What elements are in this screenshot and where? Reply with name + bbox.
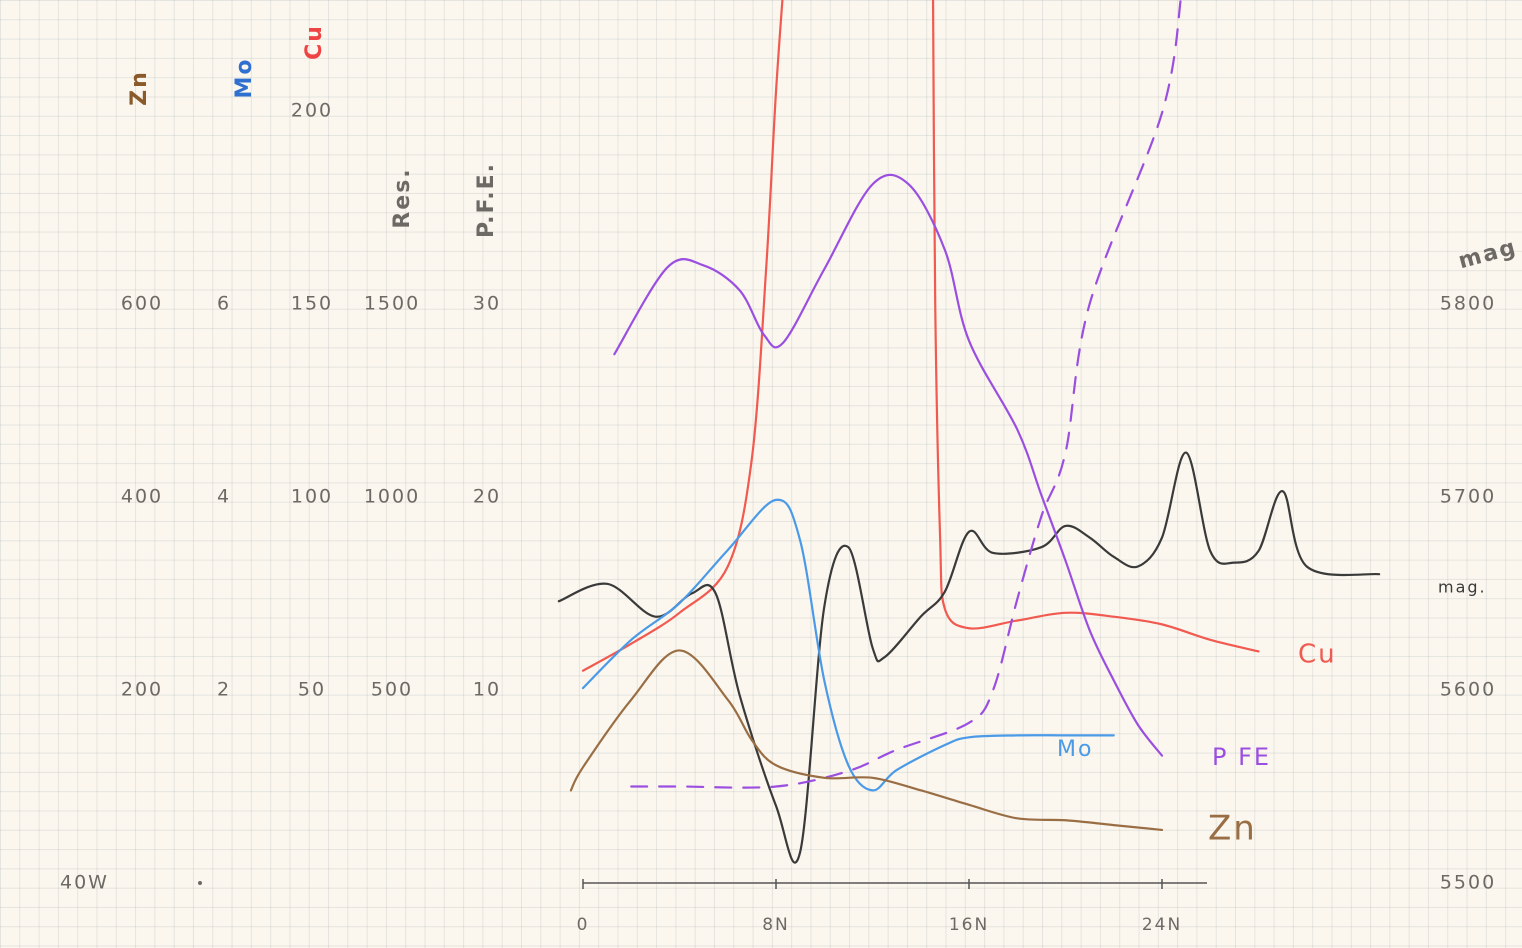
x-tick-label: 8N — [762, 915, 790, 935]
x-tick-label: 16N — [949, 915, 989, 935]
dot — [198, 881, 202, 885]
line — [583, 0, 1259, 671]
y-tick-label: 5800 — [1440, 293, 1496, 315]
page: {"chart_data": { "type": "line", "annota… — [0, 0, 1522, 948]
series-label: Cu — [1298, 640, 1337, 670]
axis-title: Zn — [127, 70, 152, 106]
axis-title: mag — [1456, 235, 1520, 275]
series-label: Mo — [1057, 737, 1093, 762]
chart: 40W Zn200400600Mo246Cu50100150200Res.500… — [0, 0, 1522, 948]
series-label: P FE — [1212, 743, 1271, 771]
y-tick-label: 5600 — [1440, 679, 1496, 701]
axis-title: P.F.E. — [474, 162, 499, 238]
y-tick-label: 1500 — [364, 293, 420, 315]
axis-title: Mo — [232, 57, 257, 98]
y-tick-label: 150 — [291, 293, 333, 315]
series-label: Zn — [1208, 809, 1257, 849]
y-tick-label: 6 — [217, 293, 231, 315]
y-tick-label: 200 — [291, 100, 333, 122]
y-tick-label: 5700 — [1440, 486, 1496, 508]
dashed-line — [631, 0, 1181, 788]
y-tick-label: 10 — [473, 679, 501, 701]
y-tick-label: 500 — [371, 679, 413, 701]
axis-title: Res. — [390, 167, 415, 228]
y-tick-label: 20 — [473, 486, 501, 508]
axis-title: Cu — [302, 24, 327, 60]
x-tick-label: 24N — [1142, 915, 1182, 935]
line — [559, 453, 1379, 863]
y-tick-label: 100 — [291, 486, 333, 508]
line — [614, 175, 1162, 756]
y-tick-label: 2 — [217, 679, 231, 701]
y-tick-label: 400 — [121, 486, 163, 508]
y-tick-label: 50 — [298, 679, 326, 701]
y-tick-label: 4 — [217, 486, 231, 508]
y-tick-label: 30 — [473, 293, 501, 315]
y-tick-label: 200 — [121, 679, 163, 701]
series-label: mag. — [1438, 578, 1487, 597]
x-tick-label: 0 — [577, 915, 590, 935]
annotation: 40W — [60, 872, 109, 894]
y-tick-label: 600 — [121, 293, 163, 315]
y-tick-label: 1000 — [364, 486, 420, 508]
y-tick-label: 5500 — [1440, 872, 1496, 894]
